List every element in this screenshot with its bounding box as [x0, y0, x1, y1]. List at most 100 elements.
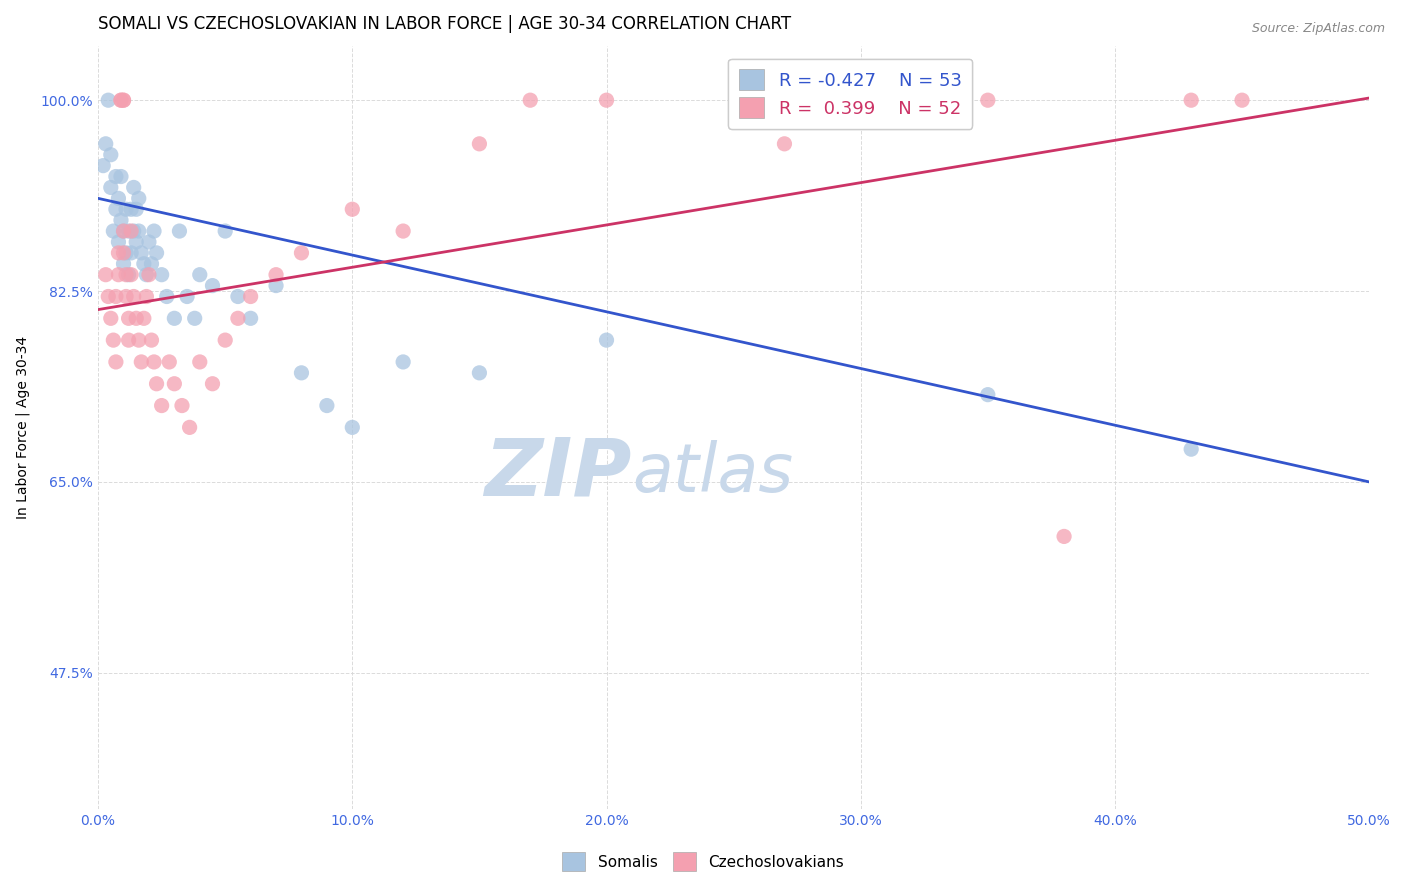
Text: SOMALI VS CZECHOSLOVAKIAN IN LABOR FORCE | AGE 30-34 CORRELATION CHART: SOMALI VS CZECHOSLOVAKIAN IN LABOR FORCE… [98, 15, 792, 33]
Point [117, 268, 139, 282]
Point [188, 355, 211, 369]
Point [97, 289, 120, 303]
Point [112, 93, 135, 107]
Point [132, 257, 155, 271]
Point [125, 311, 148, 326]
Point [120, 224, 142, 238]
Point [226, 311, 249, 326]
Point [179, 420, 201, 434]
Point [100, 147, 122, 161]
Point [117, 311, 139, 326]
Point [107, 235, 129, 249]
Point [163, 376, 186, 391]
Point [214, 224, 236, 238]
Point [239, 311, 262, 326]
Point [1180, 93, 1202, 107]
Point [1230, 93, 1253, 107]
Point [110, 169, 132, 184]
Point [112, 93, 135, 107]
Point [226, 289, 249, 303]
Legend: R = -0.427    N = 53, R =  0.399    N = 52: R = -0.427 N = 53, R = 0.399 N = 52 [728, 59, 973, 129]
Point [138, 268, 160, 282]
Point [135, 268, 157, 282]
Point [977, 93, 1000, 107]
Point [392, 355, 415, 369]
Point [120, 245, 142, 260]
Point [117, 224, 139, 238]
Point [94, 136, 117, 151]
Point [264, 278, 287, 293]
Point [128, 224, 150, 238]
Point [342, 420, 364, 434]
Point [290, 245, 312, 260]
Point [138, 235, 160, 249]
Text: atlas: atlas [631, 440, 793, 506]
Point [157, 355, 180, 369]
Point [122, 289, 145, 303]
Point [122, 224, 145, 238]
Point [519, 93, 541, 107]
Point [141, 333, 163, 347]
Point [145, 245, 167, 260]
Point [773, 136, 796, 151]
Point [94, 268, 117, 282]
Point [1053, 529, 1076, 543]
Point [97, 93, 120, 107]
Point [315, 399, 337, 413]
Point [150, 268, 173, 282]
Point [156, 289, 179, 303]
Point [112, 257, 135, 271]
Point [128, 333, 150, 347]
Y-axis label: In Labor Force | Age 30-34: In Labor Force | Age 30-34 [15, 335, 30, 519]
Point [468, 136, 491, 151]
Point [104, 355, 127, 369]
Point [128, 191, 150, 205]
Point [214, 333, 236, 347]
Point [145, 376, 167, 391]
Point [115, 268, 138, 282]
Point [112, 245, 135, 260]
Point [115, 289, 138, 303]
Point [100, 311, 122, 326]
Point [104, 169, 127, 184]
Point [131, 355, 153, 369]
Point [239, 289, 262, 303]
Point [103, 224, 125, 238]
Text: Source: ZipAtlas.com: Source: ZipAtlas.com [1251, 22, 1385, 36]
Point [1180, 442, 1202, 457]
Point [201, 278, 224, 293]
Point [595, 93, 617, 107]
Point [188, 268, 211, 282]
Point [183, 311, 205, 326]
Point [115, 202, 138, 217]
Point [110, 213, 132, 227]
Point [141, 257, 163, 271]
Point [110, 93, 132, 107]
Point [290, 366, 312, 380]
Point [112, 224, 135, 238]
Point [143, 224, 166, 238]
Point [163, 311, 186, 326]
Point [112, 224, 135, 238]
Point [595, 333, 617, 347]
Point [132, 311, 155, 326]
Point [170, 399, 193, 413]
Point [110, 93, 132, 107]
Point [107, 268, 129, 282]
Point [104, 202, 127, 217]
Point [131, 245, 153, 260]
Point [103, 333, 125, 347]
Point [392, 224, 415, 238]
Point [120, 202, 142, 217]
Point [107, 245, 129, 260]
Point [104, 289, 127, 303]
Point [122, 180, 145, 194]
Legend: Somalis, Czechoslovakians: Somalis, Czechoslovakians [557, 847, 849, 877]
Point [125, 235, 148, 249]
Point [125, 202, 148, 217]
Point [100, 180, 122, 194]
Point [977, 387, 1000, 401]
Point [107, 191, 129, 205]
Point [468, 366, 491, 380]
Point [143, 355, 166, 369]
